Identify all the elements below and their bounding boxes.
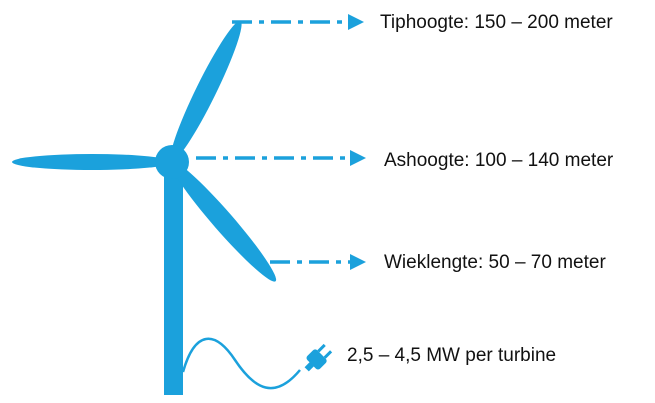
arrowhead (350, 254, 366, 270)
label: 2,5 – 4,5 MW per turbine (347, 345, 556, 366)
blade (12, 154, 172, 170)
diagram: Tiphoogte: 150 – 200 meter Ashoogte: 100… (0, 0, 655, 403)
label: Ashoogte: 100 – 140 meter (384, 150, 614, 171)
tower (164, 170, 183, 395)
blade (163, 17, 250, 166)
label: Tiphoogte: 150 – 200 meter (380, 12, 613, 33)
arrowhead (348, 14, 364, 30)
cable (183, 339, 300, 388)
arrowhead (350, 150, 366, 166)
plug (300, 342, 334, 376)
hub (155, 145, 189, 179)
page: Tiphoogte: 150 – 200 meter Ashoogte: 100… (0, 0, 655, 403)
label: Wieklengte: 50 – 70 meter (384, 252, 606, 273)
wind-turbine (12, 17, 283, 395)
